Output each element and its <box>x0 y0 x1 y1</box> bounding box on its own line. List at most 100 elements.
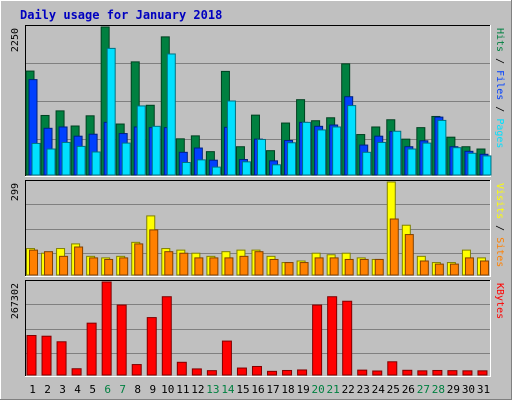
pages-bar <box>407 148 417 176</box>
day-label: 20 <box>312 383 325 396</box>
pages-bar <box>181 162 191 176</box>
day-label: 26 <box>402 383 415 396</box>
sites-bar <box>149 229 159 276</box>
day-label: 14 <box>221 383 235 396</box>
day-label: 5 <box>89 383 96 396</box>
top-legend: Hits / Files / Pages <box>494 28 505 148</box>
kbytes-bar <box>372 370 383 376</box>
day-label: 16 <box>251 383 264 396</box>
sites-bar <box>104 258 114 276</box>
pages-bar <box>226 100 236 176</box>
pages-bar <box>437 119 447 176</box>
sites-bar <box>164 251 174 276</box>
sites-bar <box>59 255 69 276</box>
day-label: 15 <box>236 383 249 396</box>
day-label: 1 <box>29 383 36 396</box>
kbytes-bar <box>267 370 278 376</box>
pages-bar <box>467 152 477 176</box>
sites-bar <box>344 258 354 276</box>
day-label: 13 <box>206 383 219 396</box>
kbytes-bar <box>131 364 142 376</box>
kbytes-bar <box>56 341 67 376</box>
sites-bar <box>419 260 429 276</box>
mid-legend: Visits / Sites <box>494 183 505 267</box>
sites-bar <box>374 258 384 276</box>
kbytes-bar <box>417 370 428 376</box>
kbytes-bar <box>161 296 172 376</box>
kbytes-bar <box>432 369 443 376</box>
legend-hits: Hits <box>494 28 505 52</box>
sites-bar <box>464 257 474 276</box>
kbytes-bar <box>357 369 368 376</box>
pages-bar <box>377 141 387 176</box>
kbytes-bar <box>327 296 338 376</box>
pages-bar <box>422 142 432 176</box>
day-label: 30 <box>462 383 475 396</box>
day-label: 8 <box>134 383 141 396</box>
legend-pages: Pages <box>494 118 505 148</box>
sites-bar <box>44 251 54 276</box>
sites-bar <box>359 258 369 276</box>
kbytes-bar <box>282 369 293 376</box>
kbytes-bar <box>176 361 187 376</box>
sites-bar <box>329 257 339 276</box>
day-label: 22 <box>342 383 355 396</box>
sites-bar <box>389 218 399 276</box>
day-label: 6 <box>104 383 111 396</box>
pages-bar <box>241 161 251 176</box>
sites-bar <box>209 257 219 276</box>
pages-bar <box>362 151 372 176</box>
day-label: 25 <box>387 383 400 396</box>
kbytes-bar <box>86 322 97 376</box>
day-label: 27 <box>417 383 430 396</box>
pages-bar <box>31 142 41 176</box>
day-label: 23 <box>357 383 370 396</box>
sites-bar <box>479 260 489 276</box>
kbytes-bar <box>71 368 82 376</box>
sites-bar <box>119 257 129 276</box>
sites-bar <box>299 262 309 276</box>
kbytes-bar <box>116 304 127 376</box>
kbytes-panel: 267302 KBytes <box>10 280 505 377</box>
day-label: 7 <box>119 383 126 396</box>
sites-bar <box>404 234 414 276</box>
sites-bar <box>74 246 84 276</box>
kbytes-bar <box>342 300 353 376</box>
day-label: 19 <box>296 383 309 396</box>
pages-bar <box>121 142 131 176</box>
legend-sites: Sites <box>494 237 505 267</box>
kbytes-bar <box>41 335 52 376</box>
pages-bar <box>347 105 357 176</box>
visits-sites-panel: 299 Visits / Sites <box>10 180 505 277</box>
sites-bar <box>224 257 234 276</box>
kbytes-bar <box>26 335 37 376</box>
day-label: 4 <box>74 383 81 396</box>
legend-kbytes: KBytes <box>494 283 505 319</box>
kbytes-bar <box>191 368 202 376</box>
kbytes-bar <box>387 361 398 376</box>
sites-bar <box>29 249 38 276</box>
sites-bar <box>284 262 294 276</box>
pages-bar <box>482 155 492 176</box>
pages-bar <box>151 125 161 176</box>
kbytes-bar <box>251 365 262 376</box>
pages-bar <box>272 164 282 176</box>
day-label: 3 <box>59 383 66 396</box>
day-label: 18 <box>281 383 294 396</box>
bot-legend: KBytes <box>494 283 505 319</box>
mid-ymax-label: 299 <box>10 183 21 201</box>
pages-bar <box>46 148 56 176</box>
pages-bar <box>166 53 176 176</box>
pages-bar <box>317 129 327 176</box>
day-label: 17 <box>266 383 279 396</box>
pages-bar <box>287 142 297 176</box>
day-labels: 1 2 3 4 5 6 7 8 9 10 11 12 13 14 15 16 17 18 19 20 21 22 23 24 2… <box>29 383 490 396</box>
day-label: 10 <box>161 383 174 396</box>
kbytes-bar <box>402 369 413 376</box>
pages-bar <box>452 147 462 176</box>
day-label: 21 <box>327 383 340 396</box>
kbytes-bar <box>221 340 232 376</box>
day-label: 28 <box>432 383 445 396</box>
